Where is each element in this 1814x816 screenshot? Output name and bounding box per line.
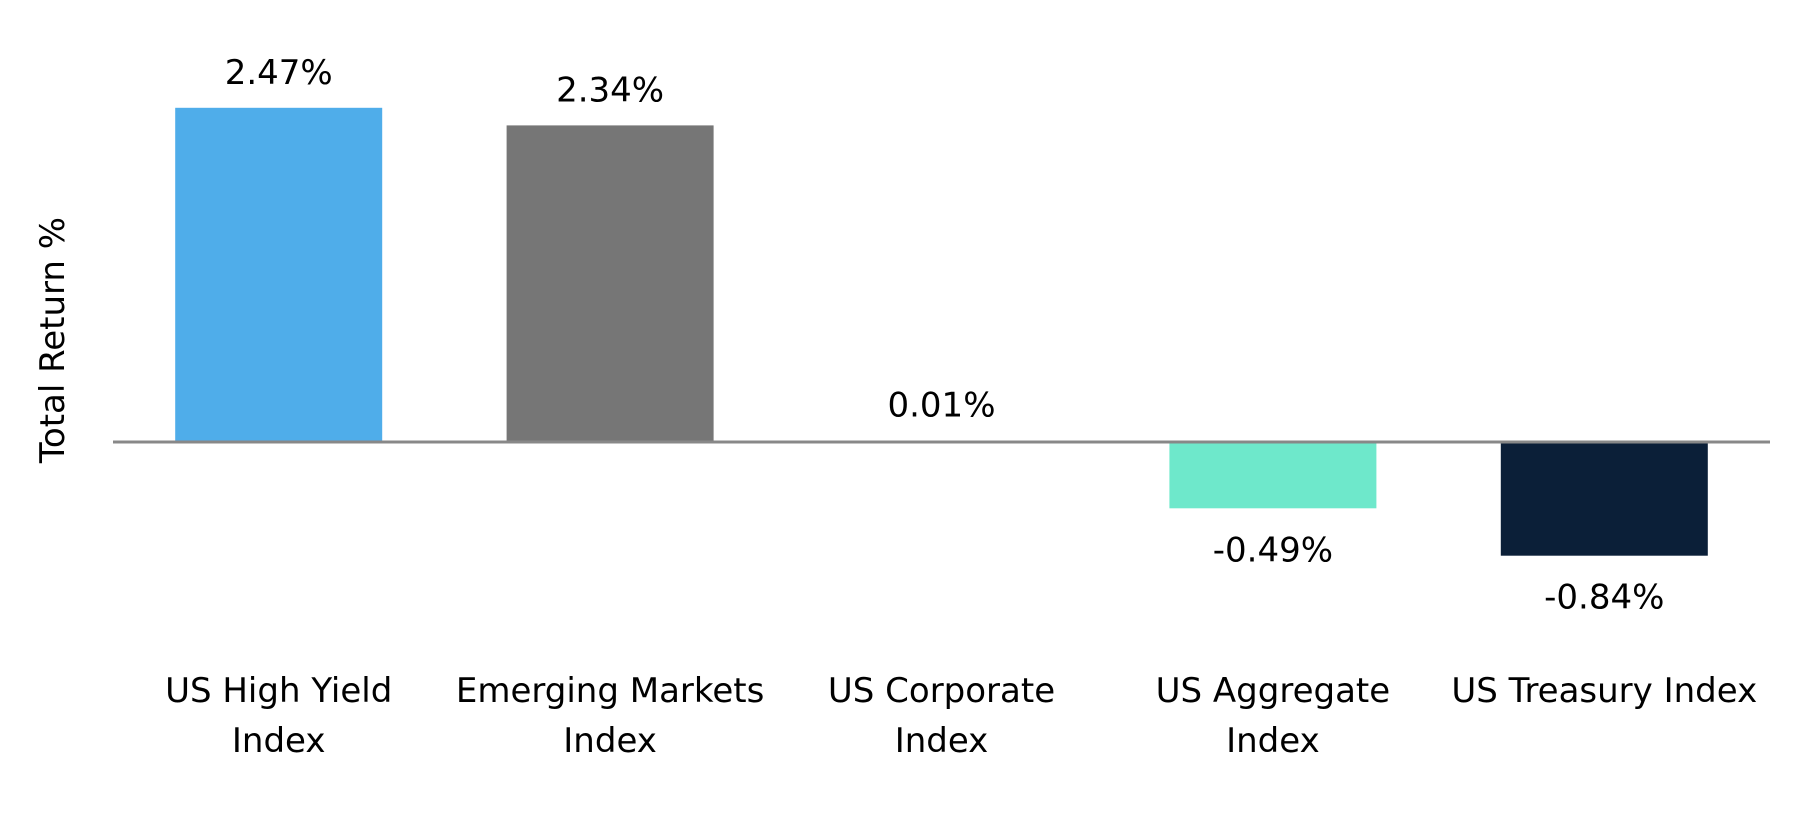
bar-1: [506, 125, 714, 443]
data-label-0: 2.47%: [225, 53, 333, 93]
bar-0: [175, 107, 383, 443]
category-labels-layer: US High Yield Index Emerging Markets Index U…: [165, 671, 1757, 761]
y-axis-title: Total Return %: [33, 217, 73, 464]
category-label-4: US Treasury Index: [1451, 671, 1757, 711]
bar-4: [1500, 442, 1708, 556]
category-label-0: US High Yield Index: [165, 671, 392, 761]
bar-3: [1169, 442, 1377, 509]
data-label-3: -0.49%: [1213, 530, 1333, 570]
category-label-3: US Aggregate Index: [1156, 671, 1391, 761]
data-label-4: -0.84%: [1544, 578, 1664, 618]
data-label-1: 2.34%: [556, 70, 664, 110]
bars-layer: [175, 107, 1708, 556]
data-label-2: 0.01%: [887, 386, 995, 426]
category-label-2: US Corporate Index: [828, 671, 1055, 761]
value-labels-layer: 2.47% 2.34% 0.01% -0.49% -0.84%: [225, 53, 1665, 618]
category-label-1: Emerging Markets Index: [456, 671, 764, 761]
